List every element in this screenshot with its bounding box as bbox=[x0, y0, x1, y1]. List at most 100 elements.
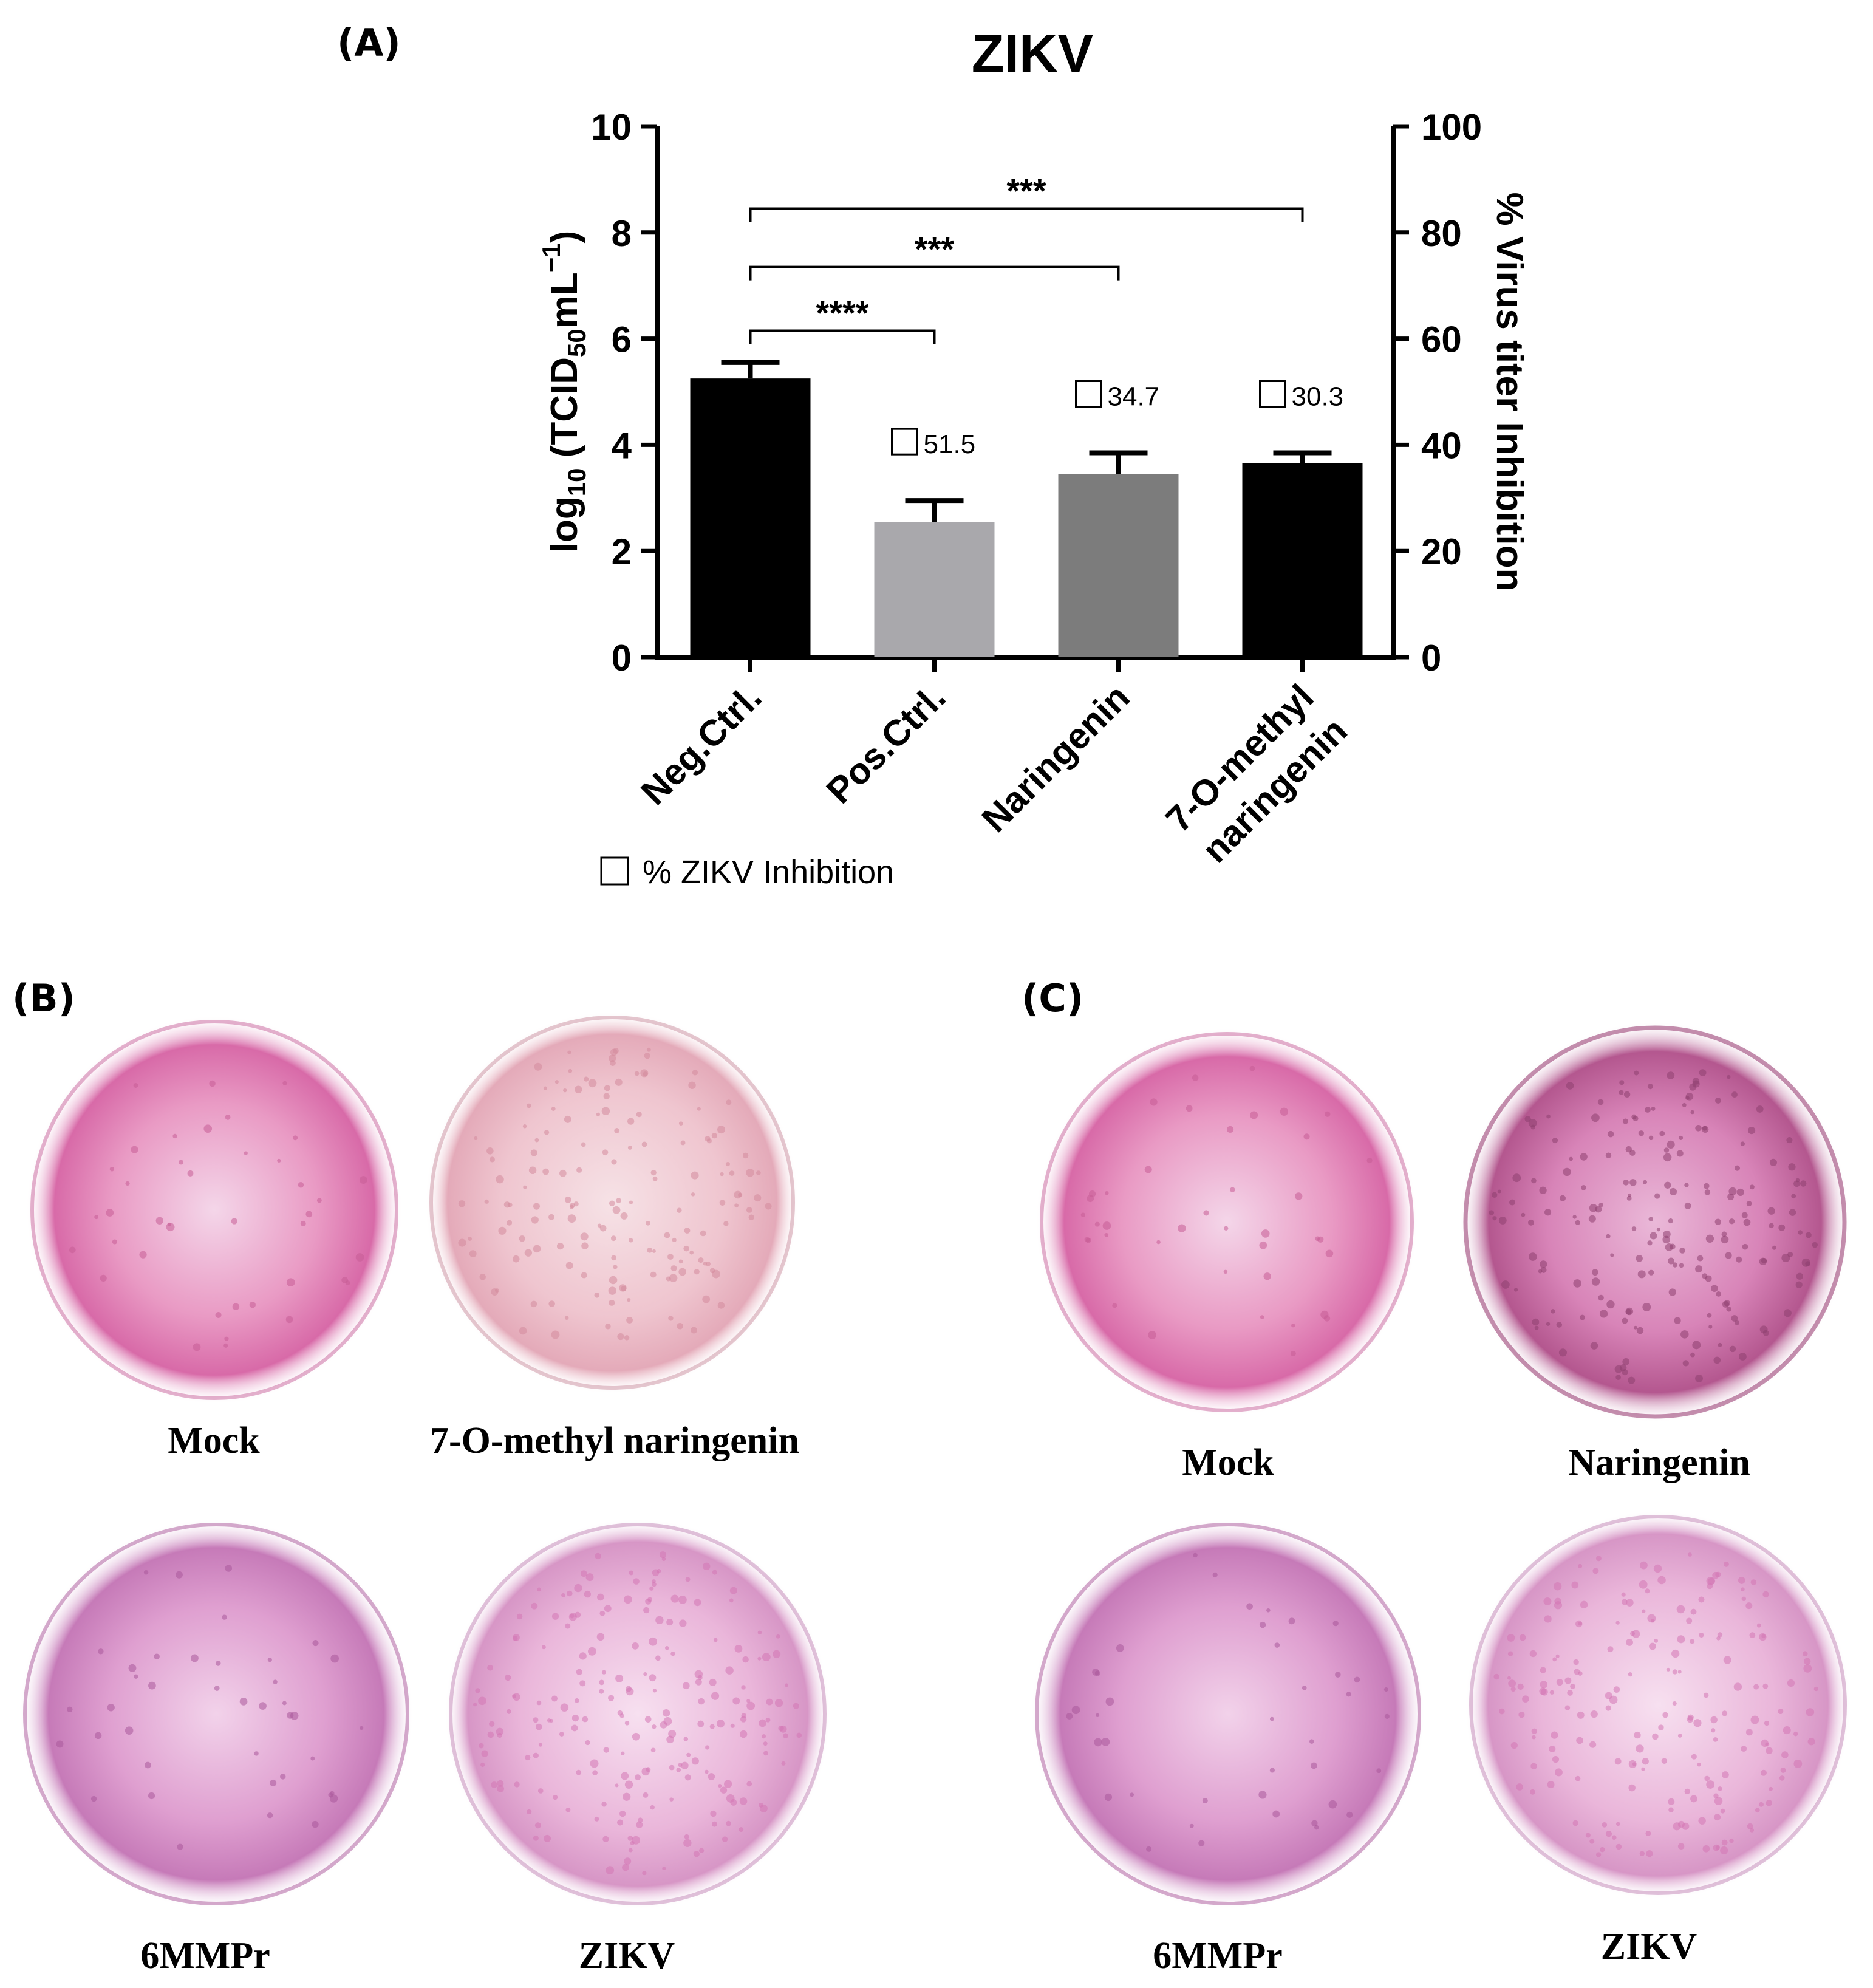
cell-dot bbox=[1522, 1695, 1529, 1703]
cell-dot bbox=[1708, 1325, 1713, 1329]
cell-dot bbox=[1575, 1220, 1580, 1225]
cell-dot bbox=[478, 1743, 484, 1749]
bar bbox=[690, 378, 811, 657]
cell-dot bbox=[1528, 1219, 1534, 1226]
cell-dot bbox=[1669, 1187, 1677, 1195]
cell-dot bbox=[1566, 1082, 1574, 1090]
cell-dot bbox=[667, 1254, 674, 1260]
cell-dot bbox=[491, 1781, 498, 1788]
cell-dot bbox=[1803, 1664, 1812, 1673]
cell-dot bbox=[1788, 1163, 1796, 1171]
cell-dot bbox=[761, 1734, 766, 1739]
cell-dot bbox=[1589, 1204, 1598, 1212]
cell-dot bbox=[643, 1672, 647, 1676]
cell-dot bbox=[609, 1054, 616, 1062]
cell-dot bbox=[746, 1781, 752, 1787]
cell-dot bbox=[1193, 1552, 1198, 1558]
cell-dot bbox=[128, 1664, 137, 1672]
cell-dot bbox=[1780, 1768, 1786, 1773]
cell-dot bbox=[1332, 1621, 1339, 1627]
cell-dot bbox=[1707, 1583, 1713, 1590]
cell-dot bbox=[1697, 1763, 1701, 1767]
cell-dot bbox=[1656, 1228, 1660, 1232]
cell-dot bbox=[581, 1242, 589, 1249]
cell-dot bbox=[1645, 1831, 1651, 1836]
cell-dot bbox=[1715, 1098, 1721, 1104]
cell-dot bbox=[1558, 1348, 1568, 1357]
right-tick-label: 100 bbox=[1421, 107, 1482, 148]
cell-dot bbox=[1549, 1690, 1555, 1695]
cell-dot bbox=[668, 1316, 674, 1321]
cell-dot bbox=[538, 1743, 543, 1747]
cell-dot bbox=[1628, 1672, 1632, 1677]
cell-dot bbox=[657, 1568, 661, 1574]
cell-dot bbox=[1666, 1667, 1670, 1672]
cell-dot bbox=[1695, 1124, 1702, 1132]
cell-dot bbox=[1735, 1320, 1739, 1325]
cell-dot bbox=[537, 1788, 544, 1794]
left-tick-label: 8 bbox=[612, 213, 632, 254]
cell-dot bbox=[527, 1103, 531, 1108]
cell-dot bbox=[722, 1836, 728, 1842]
cell-dot bbox=[1595, 1556, 1602, 1562]
cell-dot bbox=[1532, 1318, 1540, 1326]
cell-dot bbox=[1212, 1572, 1218, 1577]
cell-dot bbox=[244, 1151, 248, 1155]
cell-dot bbox=[1672, 1262, 1678, 1268]
cell-dot bbox=[155, 1217, 163, 1225]
cell-dot bbox=[1671, 1649, 1680, 1658]
cell-dot bbox=[1673, 1822, 1681, 1831]
cell-dot bbox=[617, 1819, 624, 1826]
cell-dot bbox=[1632, 1762, 1637, 1766]
cell-dot bbox=[720, 1786, 728, 1794]
cell-dot bbox=[632, 1642, 639, 1650]
cell-dot bbox=[125, 1726, 134, 1735]
cell-dot bbox=[683, 1245, 689, 1252]
cell-dot bbox=[666, 1618, 674, 1626]
cell-dot bbox=[724, 1780, 732, 1788]
cell-dot bbox=[1667, 1257, 1674, 1265]
cell-dot bbox=[1657, 1576, 1666, 1585]
cell-dot bbox=[1516, 1783, 1524, 1791]
cell-dot bbox=[669, 1274, 678, 1282]
cell-dot bbox=[1787, 1251, 1793, 1258]
cell-dot bbox=[305, 1211, 313, 1218]
cell-dot bbox=[1346, 1811, 1353, 1818]
cell-dot bbox=[746, 1168, 754, 1177]
cell-dot bbox=[739, 1797, 748, 1805]
cell-dot bbox=[670, 1594, 679, 1603]
cell-dot bbox=[1766, 1800, 1772, 1806]
cell-dot bbox=[624, 1595, 632, 1604]
cell-dot bbox=[602, 1149, 609, 1156]
bar bbox=[1242, 463, 1363, 657]
cell-dot bbox=[1071, 1706, 1080, 1715]
cell-dot bbox=[623, 1792, 631, 1801]
cell-dot bbox=[1554, 1601, 1563, 1610]
cell-dot bbox=[329, 1794, 338, 1803]
cell-dot bbox=[1795, 1281, 1803, 1288]
micrograph-b-zikv bbox=[445, 1518, 831, 1910]
cell-dot bbox=[1510, 1741, 1518, 1749]
cell-dot bbox=[1622, 1317, 1628, 1324]
cell-dot bbox=[232, 1303, 240, 1310]
cell-dot bbox=[1606, 1234, 1611, 1239]
cell-dot bbox=[1698, 1596, 1705, 1603]
micrograph-b-6mmpr bbox=[19, 1518, 414, 1910]
cell-dot bbox=[712, 1269, 720, 1279]
cell-dot bbox=[1796, 1272, 1803, 1280]
cell-dot bbox=[534, 1138, 539, 1143]
category-label-line: Naringenin bbox=[974, 677, 1138, 840]
cell-dot bbox=[1622, 1358, 1630, 1365]
cell-dot bbox=[1614, 1758, 1622, 1765]
cell-dot bbox=[627, 1836, 633, 1841]
cell-dot bbox=[1615, 1843, 1622, 1850]
cell-dot bbox=[1642, 1609, 1646, 1613]
cell-dot bbox=[594, 1293, 600, 1298]
cell-dot bbox=[1314, 1825, 1319, 1830]
cell-dot bbox=[1789, 1209, 1796, 1216]
cell-dot bbox=[547, 1718, 551, 1723]
cell-dot bbox=[1573, 1279, 1581, 1288]
cell-dot bbox=[519, 1327, 527, 1335]
cell-dot bbox=[254, 1751, 259, 1756]
micrograph-c-6mmpr bbox=[1031, 1518, 1425, 1910]
